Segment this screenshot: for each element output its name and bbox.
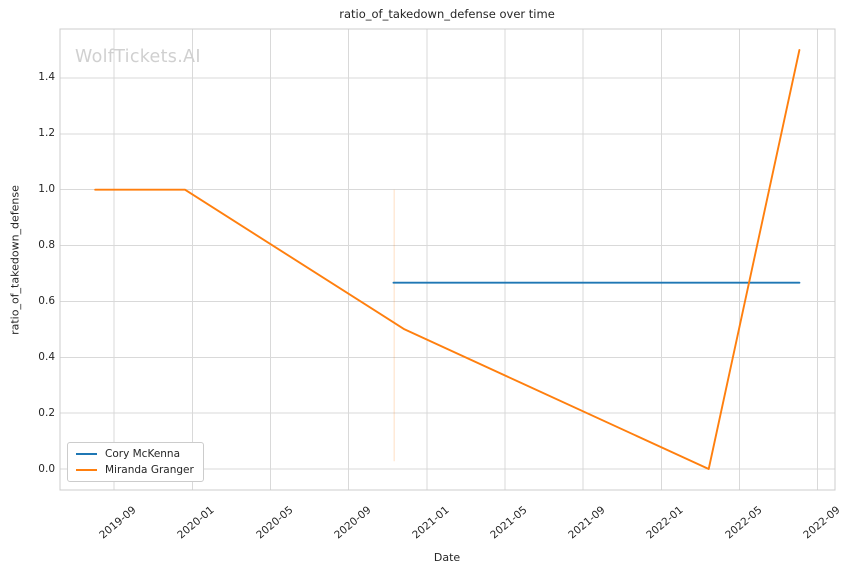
legend-label: Cory McKenna xyxy=(105,448,181,460)
y-tick-label: 0.6 xyxy=(38,294,55,307)
plot-border xyxy=(59,28,836,491)
watermark: WolfTickets.AI xyxy=(75,47,201,67)
chart-title: ratio_of_takedown_defense over time xyxy=(339,7,555,21)
y-axis-label: ratio_of_takedown_defense xyxy=(8,185,22,335)
legend-line-swatch xyxy=(76,453,97,455)
legend-item: Cory McKenna xyxy=(76,448,194,460)
y-tick-label: 1.4 xyxy=(38,71,55,84)
series-line-miranda-granger xyxy=(94,49,801,470)
y-tick-label: 0.8 xyxy=(38,239,55,252)
legend-item: Miranda Granger xyxy=(76,464,194,476)
y-tick-label: 0.4 xyxy=(38,350,55,363)
y-tick-label: 0.2 xyxy=(38,406,55,419)
legend-line-swatch xyxy=(76,469,97,471)
y-tick-label: 1.0 xyxy=(38,183,55,196)
legend: Cory McKenna Miranda Granger xyxy=(67,442,204,482)
y-tick-label: 0.0 xyxy=(38,462,55,475)
y-tick-label: 1.2 xyxy=(38,127,55,140)
x-axis-label: Date xyxy=(433,551,461,564)
legend-label: Miranda Granger xyxy=(105,464,194,476)
